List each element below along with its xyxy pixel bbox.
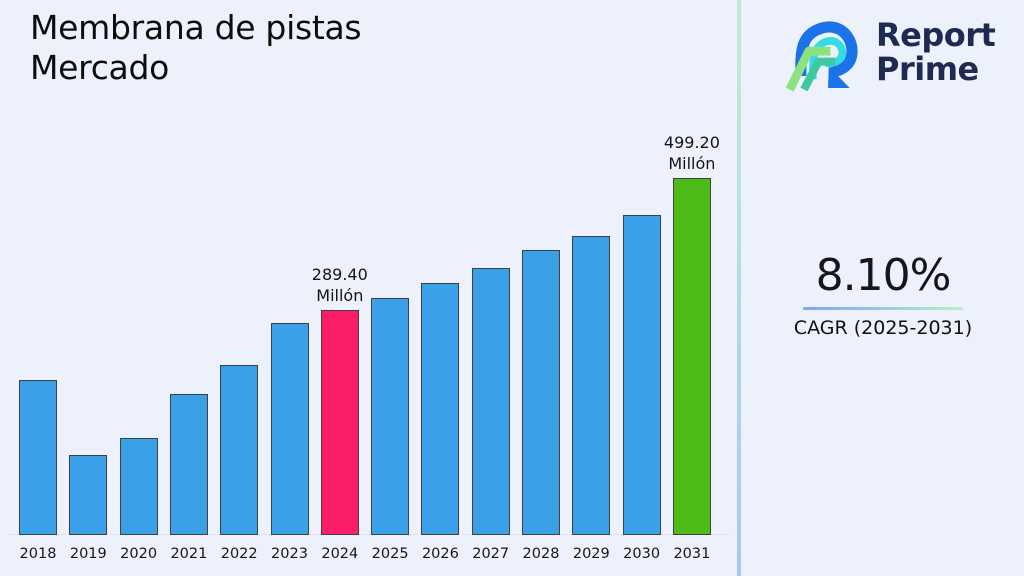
bar-2024: [320, 310, 359, 535]
page-title-line1: Membrana de pistas: [30, 8, 362, 47]
brand-logo: Report Prime: [783, 12, 996, 92]
x-tick-2024: 2024: [321, 546, 359, 562]
x-tick-2029: 2029: [572, 546, 610, 562]
x-tick-2030: 2030: [623, 546, 661, 562]
bar-2023: [270, 323, 309, 535]
x-tick-2031: 2031: [673, 546, 711, 562]
panel-divider: [737, 0, 741, 576]
bar-2025: [371, 298, 410, 535]
bar-2027: [471, 268, 510, 535]
x-tick-2021: 2021: [170, 546, 208, 562]
bar-2029: [572, 236, 611, 535]
bar-2030: [622, 215, 661, 535]
page-title: Membrana de pistas Mercado: [30, 8, 362, 88]
brand-name-line1: Report: [876, 16, 996, 54]
bar-2019: [69, 455, 108, 535]
x-tick-2026: 2026: [421, 546, 459, 562]
report-prime-logo-icon: [785, 21, 858, 92]
cagr-period-label: CAGR (2025-2031): [793, 317, 973, 339]
bar-2031: [672, 178, 711, 535]
bar-2026: [421, 283, 460, 535]
x-tick-2023: 2023: [271, 546, 308, 562]
bar-value-label-2031: 499.20 Millón: [663, 133, 720, 173]
brand-name: Report Prime: [876, 16, 996, 88]
bar-value-label-2024: 289.40 Millón: [311, 265, 368, 305]
cagr-value: 8.10%: [815, 250, 952, 301]
cagr-underline: [803, 307, 963, 310]
cagr-block: 8.10% CAGR (2025-2031): [763, 250, 1003, 340]
bar-2018: [19, 380, 57, 535]
x-tick-2019: 2019: [69, 546, 107, 562]
x-tick-2018: 2018: [19, 546, 57, 562]
x-tick-2025: 2025: [371, 546, 409, 562]
bar-chart: 2018 2019 2020 2021 2022 2023 2024 289.40 Millón…: [8, 133, 729, 562]
page-title-line2: Mercado: [30, 48, 170, 87]
brand-name-line2: Prime: [876, 50, 979, 88]
x-axis-line: [8, 534, 729, 535]
bar-2020: [119, 438, 158, 535]
bar-2022: [220, 365, 259, 535]
bar-2021: [169, 394, 208, 535]
x-tick-2028: 2028: [522, 546, 560, 562]
x-tick-2027: 2027: [472, 546, 510, 562]
x-tick-2020: 2020: [120, 546, 158, 562]
bar-2028: [522, 250, 560, 535]
x-tick-2022: 2022: [220, 546, 258, 562]
